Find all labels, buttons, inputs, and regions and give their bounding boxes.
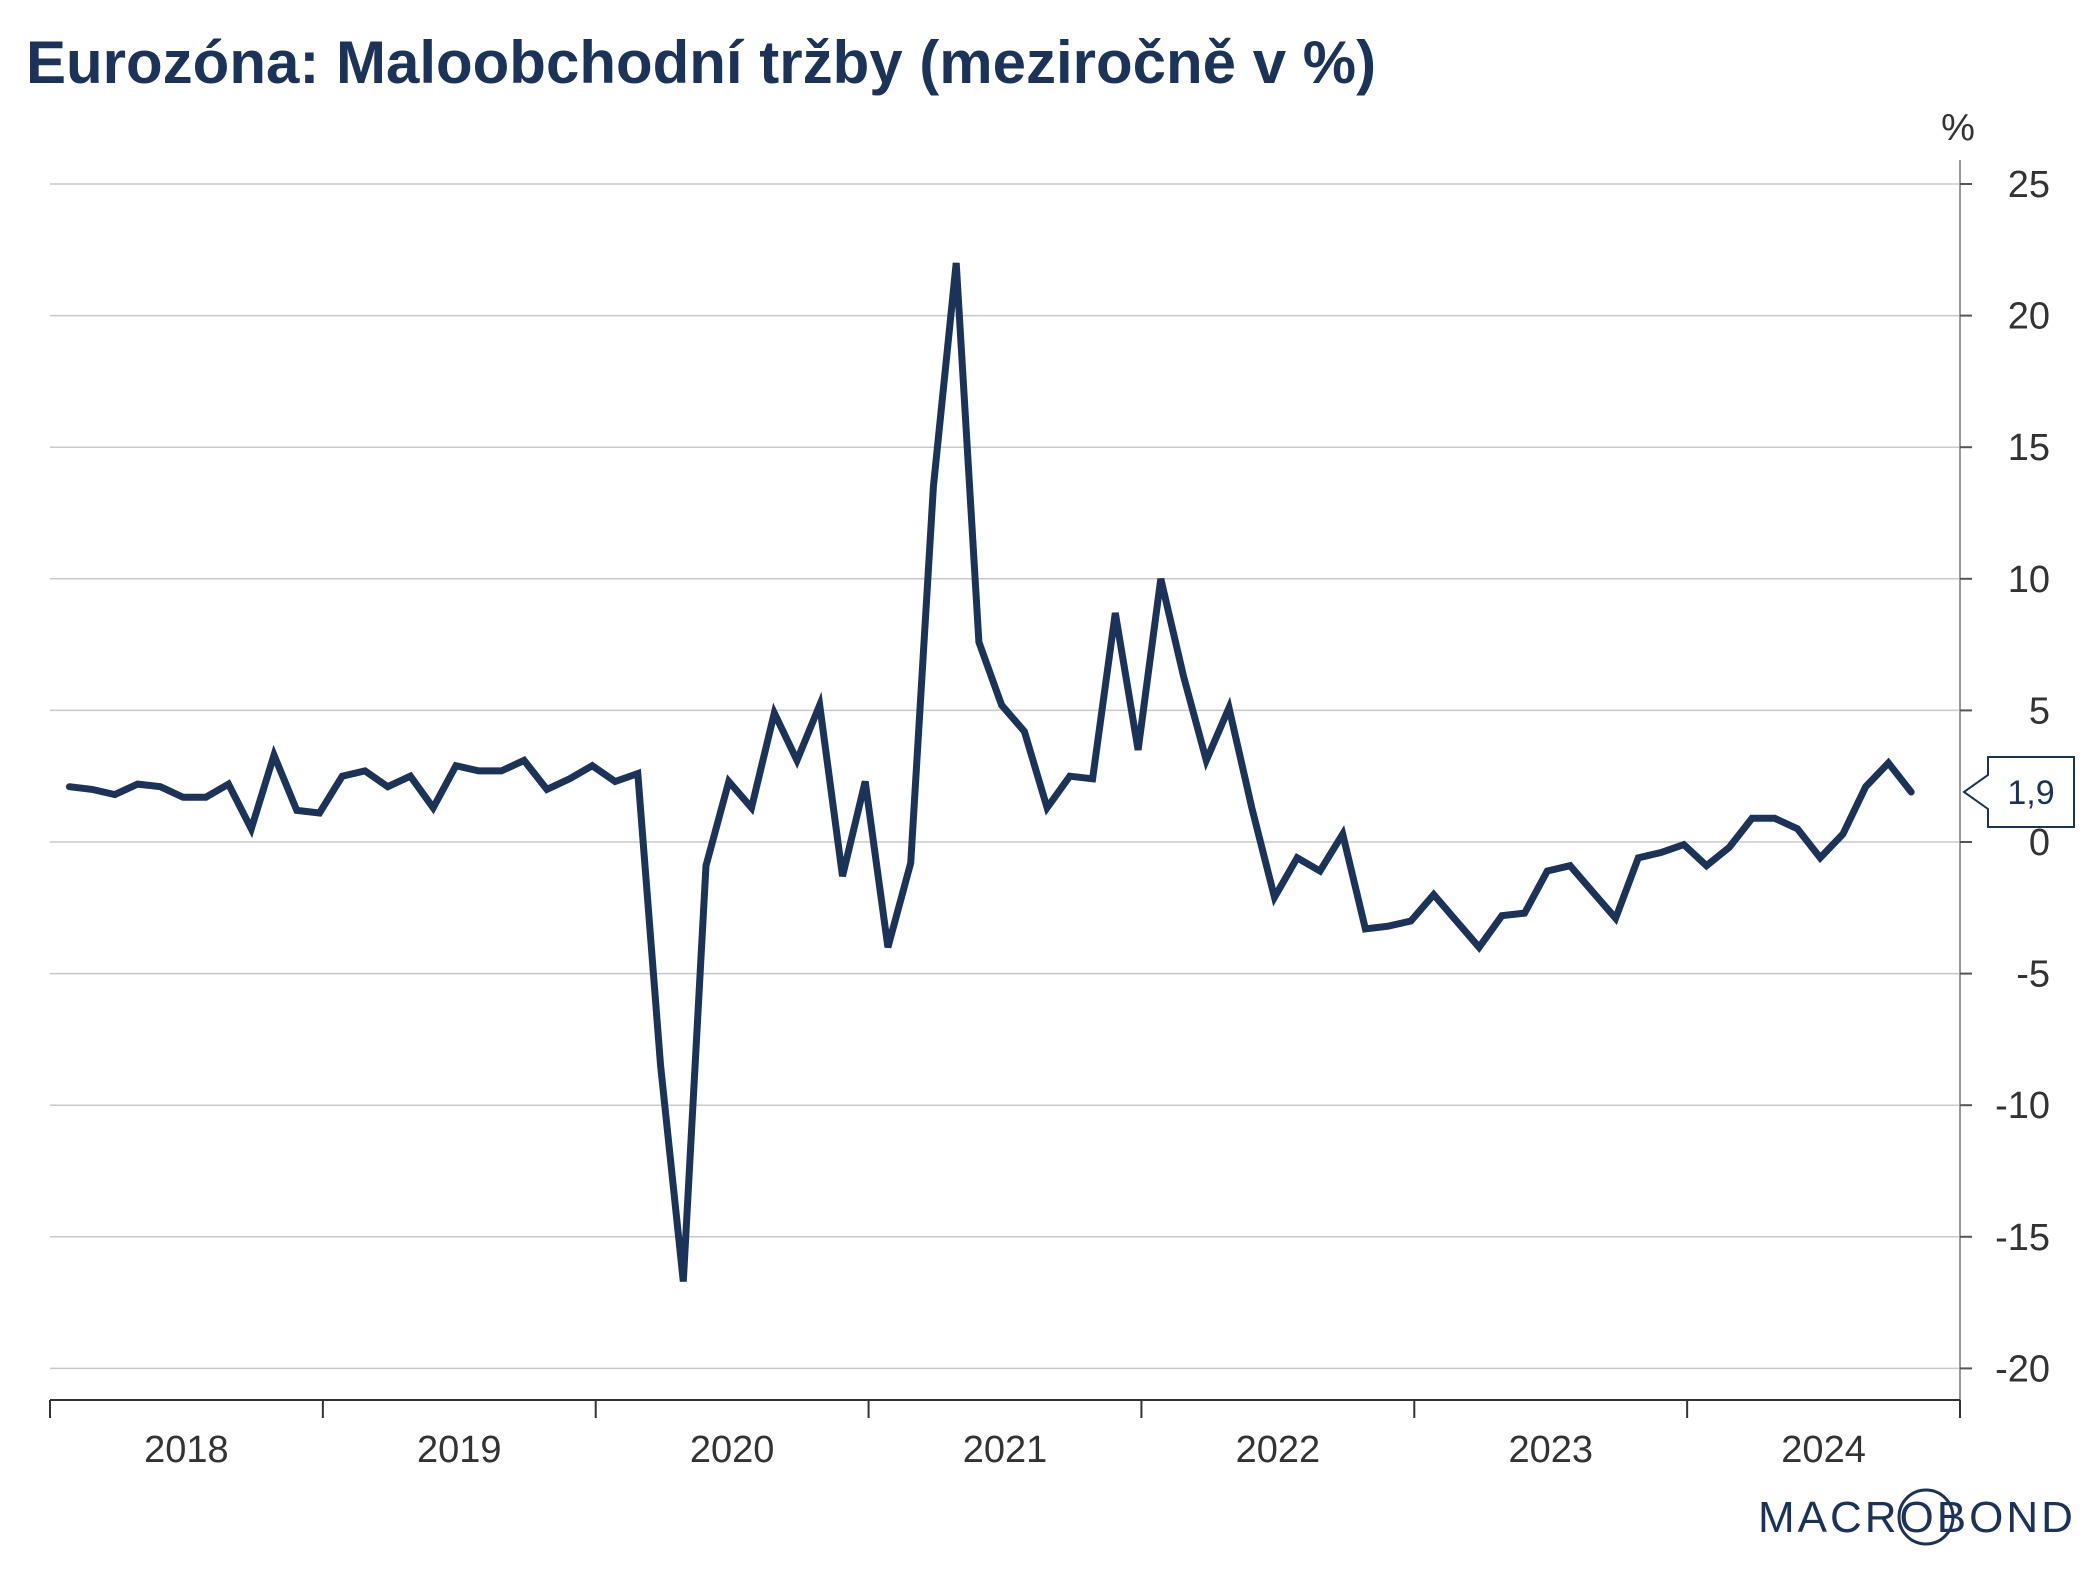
y-tick-label: 15 [2008, 427, 2050, 469]
x-tick-label: 2021 [963, 1429, 1048, 1471]
y-tick-label: 25 [2008, 164, 2050, 206]
chart-title: Eurozóna: Maloobchodní tržby (meziročně … [26, 29, 1377, 96]
x-axis: 2018 2019 2020 2021 2022 2023 2024 [49, 1399, 1961, 1471]
series-line-retail-sales [65, 262, 1915, 1282]
y-tick-label: 0 [2029, 822, 2050, 864]
y-axis-unit: % [1941, 107, 1975, 149]
y-tick-label: -15 [1995, 1217, 2050, 1259]
y-tick-label: -20 [1995, 1348, 2050, 1390]
y-tick-label: -5 [2016, 954, 2050, 996]
x-tick-label: 2020 [690, 1429, 775, 1471]
logo-ring [1897, 1488, 1955, 1546]
gridlines [50, 183, 1960, 1370]
y-tick-label: 10 [2008, 559, 2050, 601]
x-tick-label: 2018 [144, 1429, 229, 1471]
x-tick-label: 2022 [1236, 1429, 1321, 1471]
y-axis: % 25 20 15 10 5 0 -5 -10 -15 -20 [1941, 107, 2050, 1400]
last-value-label: 1,9 [2007, 774, 2054, 812]
y-tick-label: 20 [2008, 296, 2050, 338]
macrobond-logo: MACROBOND [1758, 1488, 2076, 1546]
x-tick-label: 2019 [417, 1429, 502, 1471]
y-tick-label: -10 [1995, 1085, 2050, 1127]
x-tick-label: 2023 [1508, 1429, 1593, 1471]
last-value-badge: 1,9 [1962, 755, 2075, 828]
y-tick-label: 5 [2029, 690, 2050, 732]
macrobond-logo-text: MACROBOND [1758, 1493, 2076, 1542]
last-value-badge-shape [1962, 755, 2075, 828]
x-tick-label: 2024 [1781, 1429, 1866, 1471]
